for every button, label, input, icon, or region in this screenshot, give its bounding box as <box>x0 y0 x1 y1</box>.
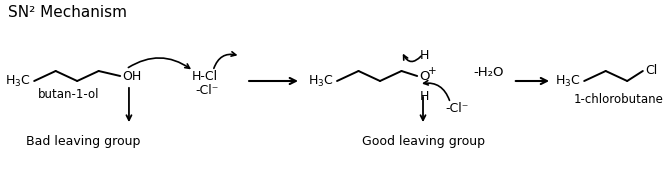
Text: H: H <box>420 49 429 62</box>
Text: OH: OH <box>122 69 142 82</box>
Text: H-Cl: H-Cl <box>191 69 217 82</box>
Text: Bad leaving group: Bad leaving group <box>26 135 140 148</box>
Text: SN² Mechanism: SN² Mechanism <box>8 5 127 20</box>
Text: H$_3$C: H$_3$C <box>555 74 580 89</box>
Text: -H₂O: -H₂O <box>473 67 504 80</box>
Text: +: + <box>428 66 437 76</box>
Text: Good leaving group: Good leaving group <box>362 135 484 148</box>
Text: Cl: Cl <box>645 64 657 78</box>
Text: 1-chlorobutane: 1-chlorobutane <box>574 93 664 106</box>
Text: H$_3$C: H$_3$C <box>308 74 333 89</box>
Text: butan-1-ol: butan-1-ol <box>38 88 99 101</box>
Text: -Cl⁻: -Cl⁻ <box>195 85 219 97</box>
Text: H$_3$C: H$_3$C <box>5 74 30 89</box>
Text: H: H <box>420 90 429 103</box>
Text: O: O <box>419 69 429 82</box>
Text: -Cl⁻: -Cl⁻ <box>446 102 469 114</box>
